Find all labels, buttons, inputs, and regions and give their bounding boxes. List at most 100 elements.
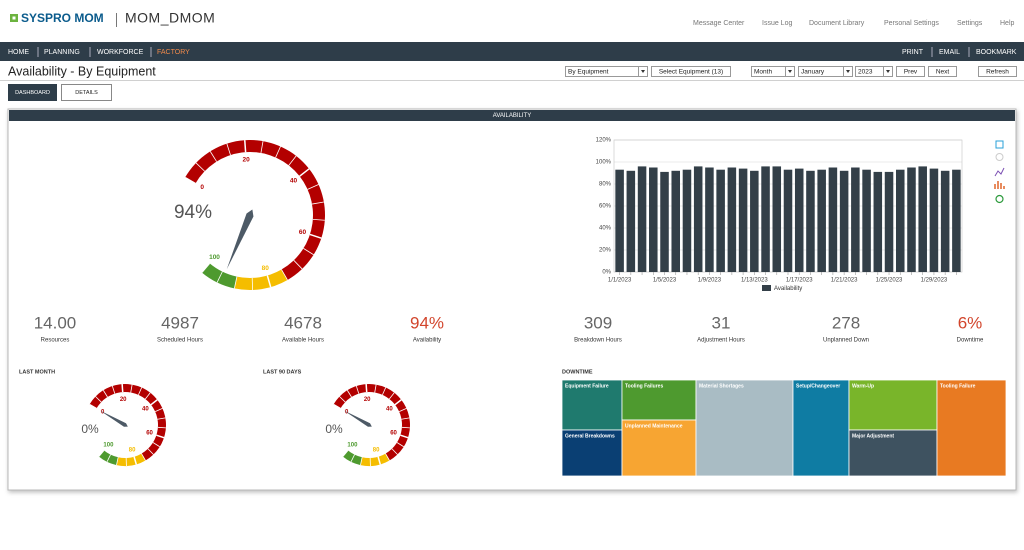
kpi-value: 31 bbox=[712, 313, 731, 332]
gauge-tick-label: 0 bbox=[200, 184, 204, 191]
gauge-segment bbox=[195, 162, 205, 172]
gauge-band bbox=[98, 450, 119, 466]
gauge-segment bbox=[141, 453, 146, 461]
year-select[interactable] bbox=[855, 66, 893, 77]
y-tick-label: 100% bbox=[596, 160, 612, 166]
header-link[interactable]: Issue Log bbox=[762, 20, 792, 27]
header-link[interactable]: Personal Settings bbox=[884, 20, 939, 27]
bar bbox=[716, 169, 725, 272]
treemap-label: Major Adjustment bbox=[852, 433, 894, 439]
gauge-segment bbox=[355, 385, 360, 394]
period-select[interactable] bbox=[751, 66, 795, 77]
header-link[interactable]: Settings bbox=[957, 20, 983, 27]
header-link[interactable]: Help bbox=[1000, 20, 1015, 27]
treemap-label: Tooling Failures bbox=[625, 383, 663, 389]
gauge-tick-label: 60 bbox=[390, 431, 397, 437]
prev-button-text[interactable]: Prev bbox=[904, 69, 918, 76]
bar bbox=[693, 166, 703, 272]
select-equipment-button-text[interactable]: Select Equipment (13) bbox=[659, 69, 723, 76]
gauge-tick-label: 80 bbox=[262, 265, 270, 272]
tab[interactable] bbox=[8, 84, 57, 101]
tab-label[interactable]: DETAILS bbox=[75, 90, 98, 96]
tab[interactable] bbox=[61, 84, 112, 101]
month-select-text[interactable]: January bbox=[801, 69, 825, 76]
x-tick-label: 1/21/2023 bbox=[831, 278, 858, 284]
view-select-text[interactable]: By Equipment bbox=[568, 69, 609, 76]
treemap-cell[interactable] bbox=[936, 379, 1007, 477]
treemap-cell[interactable] bbox=[792, 379, 850, 477]
kpi-label: Available Hours bbox=[282, 338, 324, 344]
gauge-needle bbox=[343, 410, 372, 427]
kpi-value: 309 bbox=[584, 313, 612, 332]
select-arrow bbox=[641, 70, 645, 73]
refresh-button[interactable] bbox=[978, 66, 1017, 77]
treemap-cell[interactable] bbox=[561, 379, 623, 431]
nav-item[interactable]: PRINT bbox=[902, 49, 924, 56]
chart-tool-icon[interactable] bbox=[995, 153, 1004, 161]
gauge-tick-label: 80 bbox=[373, 447, 380, 453]
x-tick-label: 1/25/2023 bbox=[876, 278, 903, 284]
gauge-band bbox=[234, 269, 288, 291]
select-arrow bbox=[886, 70, 890, 73]
refresh-button-text[interactable]: Refresh bbox=[986, 69, 1009, 76]
gauge-segment bbox=[311, 201, 324, 205]
treemap-label: Material Shortages bbox=[699, 383, 744, 389]
gauge-segment bbox=[116, 457, 119, 466]
treemap-cell[interactable] bbox=[695, 379, 794, 477]
gauge-tick bbox=[342, 449, 349, 457]
year-select-text[interactable]: 2023 bbox=[858, 69, 873, 76]
page-title: Availability - By Equipment bbox=[8, 64, 156, 78]
bar bbox=[637, 166, 647, 272]
month-select[interactable] bbox=[798, 66, 853, 77]
view-select[interactable] bbox=[565, 66, 648, 77]
chart-tool-icon[interactable] bbox=[994, 167, 1005, 177]
nav-item[interactable]: PLANNING bbox=[44, 49, 80, 56]
next-button-text[interactable]: Next bbox=[936, 69, 950, 76]
gauge-tick bbox=[150, 399, 158, 406]
bar bbox=[940, 170, 950, 272]
nav-item[interactable]: EMAIL bbox=[939, 49, 960, 56]
gauge-tick bbox=[333, 403, 341, 410]
gauge-segment bbox=[102, 390, 108, 398]
chart-tool-icon[interactable] bbox=[994, 181, 1005, 189]
gauge-segment bbox=[209, 151, 217, 162]
bar bbox=[738, 168, 748, 272]
y-tick-label: 60% bbox=[599, 204, 612, 210]
panel-header bbox=[9, 110, 1015, 121]
header-link[interactable]: Document Library bbox=[809, 20, 865, 27]
gauge-tick-label: 40 bbox=[386, 407, 393, 413]
select-equipment-button[interactable] bbox=[651, 66, 731, 77]
gauge-segment bbox=[303, 248, 314, 256]
gauge-tick-label: 80 bbox=[129, 447, 136, 453]
legend-label[interactable]: Availability bbox=[774, 286, 802, 292]
gauge-segment bbox=[385, 453, 390, 461]
header-link[interactable]: Message Center bbox=[693, 20, 745, 27]
gauge-tick-label: 20 bbox=[120, 397, 127, 403]
nav-item[interactable]: FACTORY bbox=[157, 49, 190, 56]
treemap-label: Equipment Failure bbox=[565, 383, 609, 389]
chart-tool-icon[interactable] bbox=[995, 194, 1004, 204]
bar bbox=[783, 169, 793, 272]
y-tick-label: 40% bbox=[599, 226, 612, 232]
gauge-segment bbox=[293, 260, 303, 270]
gauge-tick bbox=[394, 399, 402, 406]
tab-label[interactable]: DASHBOARD bbox=[15, 90, 50, 96]
x-tick-label: 1/1/2023 bbox=[608, 278, 632, 284]
bar bbox=[895, 169, 905, 272]
kpi-label: Downtime bbox=[957, 338, 984, 344]
gauge-segment bbox=[382, 387, 387, 396]
kpi-value: 14.00 bbox=[34, 313, 77, 332]
gauge-tick bbox=[266, 275, 272, 288]
prev-button[interactable] bbox=[896, 66, 925, 77]
nav-item[interactable]: WORKFORCE bbox=[97, 49, 144, 56]
chart-tool-icon[interactable] bbox=[995, 140, 1004, 149]
nav-item[interactable]: BOOKMARK bbox=[976, 49, 1017, 56]
logo-icon-inner bbox=[12, 16, 16, 20]
gauge-tick-label: 20 bbox=[243, 157, 251, 164]
kpi-value: 4678 bbox=[284, 313, 322, 332]
nav-item[interactable]: HOME bbox=[8, 49, 29, 56]
period-select-text[interactable]: Month bbox=[754, 69, 772, 76]
next-button[interactable] bbox=[928, 66, 957, 77]
gauge-segment bbox=[157, 426, 166, 429]
